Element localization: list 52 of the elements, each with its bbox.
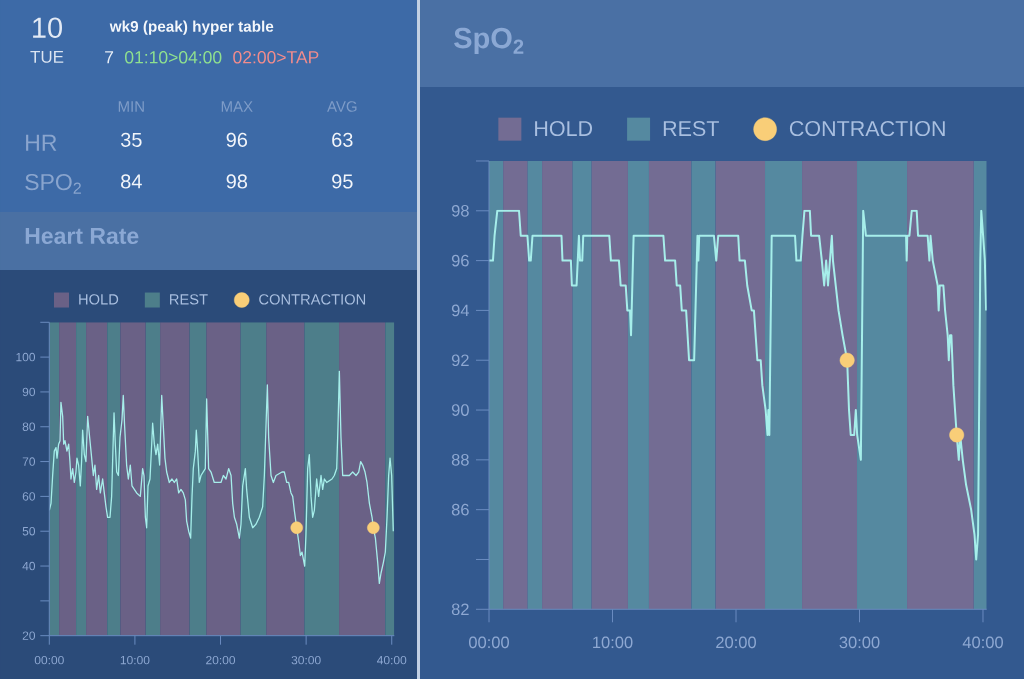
x-tick-label: 00:00 bbox=[469, 636, 509, 649]
x-tick-label: 40:00 bbox=[962, 636, 1003, 649]
category-label: HR bbox=[26, 134, 57, 151]
legend-label: REST bbox=[663, 120, 719, 137]
y-tick-label: 98 bbox=[451, 204, 469, 217]
x-tick-label: 10:00 bbox=[593, 636, 633, 649]
text: TUE bbox=[30, 50, 64, 63]
x-tick-label: 30:00 bbox=[839, 636, 880, 649]
y-tick-label: 90 bbox=[22, 387, 36, 397]
text: 84 bbox=[121, 174, 142, 189]
chart-title: SpO$_{2}$ bbox=[454, 27, 524, 55]
category-label: SPO$_{2}$ bbox=[25, 173, 81, 194]
text: 10 bbox=[33, 17, 62, 38]
x-tick-label: 10:00 bbox=[120, 655, 150, 665]
y-tick-label: 70 bbox=[22, 457, 36, 466]
legend-label: CONTRACTION bbox=[259, 294, 366, 305]
y-tick-label: 86 bbox=[451, 503, 469, 516]
text: wk9 (peak) hyper table bbox=[109, 20, 274, 35]
y-tick-label: 50 bbox=[22, 526, 36, 536]
legend-label: HOLD bbox=[79, 294, 119, 305]
x-tick-label: 20:00 bbox=[716, 636, 756, 649]
category-label: AVG bbox=[327, 101, 357, 112]
y-tick-label: 88 bbox=[451, 454, 469, 466]
y-tick-label: 80 bbox=[22, 422, 36, 431]
chart-title: Heart Rate bbox=[25, 227, 139, 245]
y-tick-label: 92 bbox=[451, 354, 469, 367]
y-tick-label: 90 bbox=[451, 404, 469, 416]
y-tick-label: 96 bbox=[451, 254, 469, 267]
legend-label: HOLD bbox=[535, 120, 593, 137]
text: 96 bbox=[226, 132, 248, 147]
line-series bbox=[49, 370, 394, 585]
text: 7 bbox=[105, 51, 114, 64]
y-tick-label: 94 bbox=[451, 304, 470, 317]
text: 01:10>04:00 bbox=[125, 51, 222, 64]
y-tick-label: 60 bbox=[22, 492, 36, 501]
x-tick-label: 20:00 bbox=[206, 655, 236, 665]
text: 95 bbox=[332, 174, 353, 189]
category-label: MIN bbox=[118, 101, 144, 112]
y-tick-label: 82 bbox=[451, 603, 469, 616]
y-tick-label: 40 bbox=[22, 561, 36, 571]
text: 02:00>TAP bbox=[233, 51, 319, 64]
x-tick-label: 40:00 bbox=[377, 655, 407, 665]
legend-label: REST bbox=[170, 294, 208, 305]
x-tick-label: 30:00 bbox=[291, 655, 321, 665]
category-label: MAX bbox=[221, 101, 253, 112]
x-tick-label: 00:00 bbox=[34, 655, 64, 665]
text: 98 bbox=[226, 174, 248, 189]
y-tick-label: 100 bbox=[16, 352, 36, 362]
legend-label: CONTRACTION bbox=[789, 120, 945, 137]
text: 35 bbox=[120, 132, 142, 147]
text: 63 bbox=[332, 132, 353, 147]
y-tick-label: 20 bbox=[22, 631, 36, 640]
